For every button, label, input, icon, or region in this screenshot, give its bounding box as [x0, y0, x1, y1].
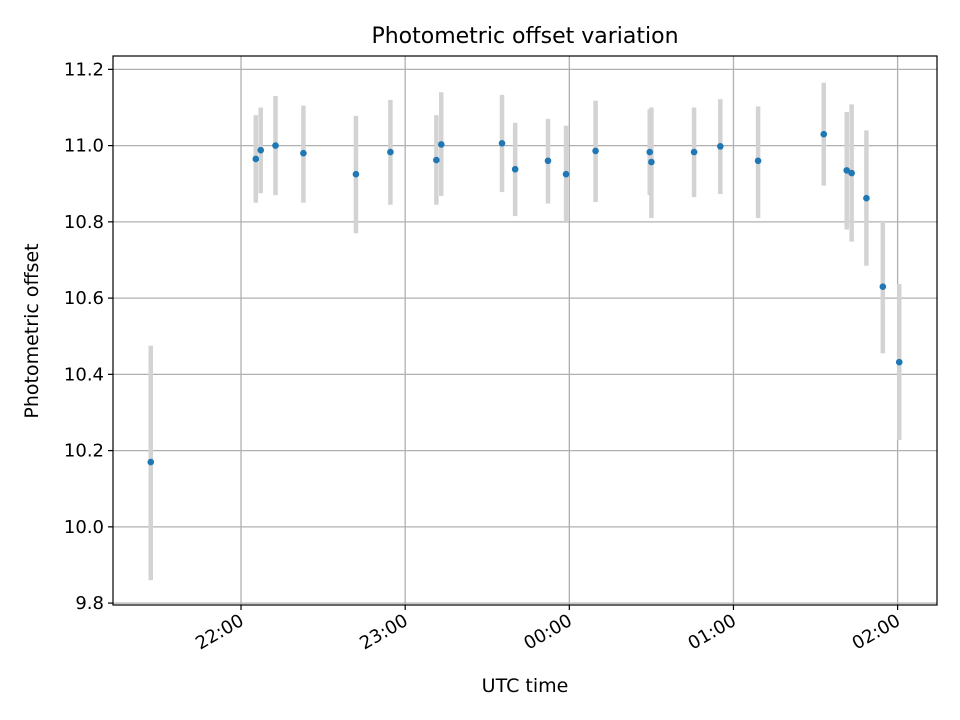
data-point: [498, 140, 506, 147]
data-point: [300, 149, 307, 157]
data-point: [690, 148, 698, 156]
data-point: [843, 167, 851, 174]
plot-area: [113, 56, 937, 605]
data-point: [879, 283, 887, 290]
data-point: [433, 156, 440, 164]
data-point: [754, 157, 762, 165]
chart-title: Photometric offset variation: [371, 24, 678, 49]
y-tick-label: 9.8: [75, 593, 104, 614]
y-tick-label: 11.0: [64, 136, 104, 157]
data-point: [511, 165, 519, 173]
data-point: [147, 458, 155, 466]
data-point: [592, 147, 599, 155]
data-point: [646, 148, 654, 156]
data-point: [717, 143, 724, 150]
plot-frame: [112, 55, 938, 606]
y-tick-label: 10.2: [64, 441, 104, 462]
y-tick-label: 10.8: [64, 212, 104, 233]
y-axis-ticks: 9.8 10.0 10.2 10.4 10.6 10.8 11.0 11.2: [64, 59, 113, 614]
data-point: [437, 141, 445, 148]
data-point: [848, 169, 855, 177]
y-tick-label: 10.4: [64, 364, 104, 385]
data-point: [562, 170, 570, 178]
data-points: [147, 130, 903, 466]
data-point: [252, 155, 260, 163]
data-point: [257, 146, 265, 154]
data-point: [863, 194, 870, 202]
y-tick-label: 10.0: [64, 517, 104, 538]
x-axis-label: UTC time: [482, 675, 569, 697]
data-point: [895, 358, 903, 366]
y-tick-label: 11.2: [64, 59, 104, 80]
y-tick-label: 10.6: [64, 288, 104, 309]
y-axis-label: Photometric offset: [21, 243, 43, 418]
data-point: [820, 130, 828, 138]
grid: [113, 56, 937, 605]
data-point: [272, 142, 279, 149]
data-point: [387, 148, 394, 156]
data-point: [352, 170, 360, 178]
data-point: [544, 157, 552, 165]
data-point: [648, 158, 655, 166]
